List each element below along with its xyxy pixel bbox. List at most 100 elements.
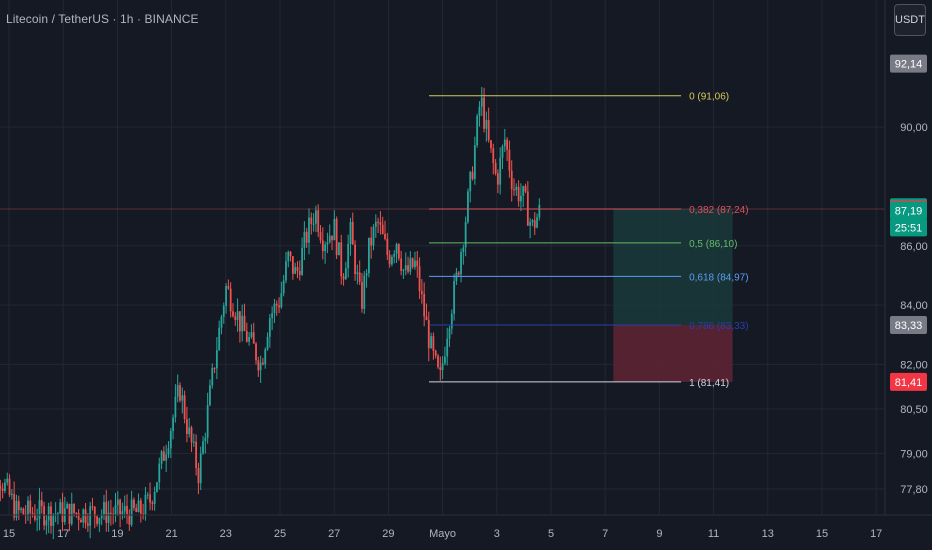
- candle-body: [68, 503, 71, 524]
- candle-body: [84, 509, 87, 524]
- target-zone[interactable]: [613, 209, 733, 325]
- candle-body: [478, 106, 481, 116]
- price-badge: [890, 201, 927, 220]
- candle-body: [278, 305, 280, 308]
- candle-body: [89, 506, 92, 526]
- candle-body: [8, 478, 11, 495]
- position-zones: [613, 209, 733, 382]
- candle-body: [335, 218, 338, 256]
- candle-body: [73, 503, 75, 513]
- candle-body: [162, 451, 165, 461]
- candle-body: [404, 265, 407, 270]
- candle-body: [45, 520, 48, 526]
- candle-body: [33, 514, 36, 520]
- candle-body: [356, 272, 359, 275]
- candle-body: [395, 244, 398, 254]
- candle-body: [38, 500, 41, 519]
- candle-body: [238, 311, 241, 332]
- candle-body: [501, 146, 504, 158]
- candle-body: [358, 272, 361, 282]
- time-tick-label: 23: [220, 528, 232, 540]
- candle-body: [27, 500, 29, 516]
- candle-body: [13, 493, 16, 518]
- candle-body: [315, 210, 317, 224]
- candle-body: [234, 316, 237, 321]
- candle-body: [338, 242, 340, 256]
- currency-button[interactable]: USDT: [894, 4, 926, 36]
- price-tick-label: 77,80: [900, 484, 928, 496]
- candle-body: [381, 224, 384, 234]
- candle-body: [487, 120, 490, 141]
- candle-body: [457, 272, 460, 275]
- time-tick-label: 11: [708, 528, 719, 540]
- candle-body: [100, 514, 103, 518]
- candle-body: [520, 195, 522, 202]
- price-badge-label: 87,19: [895, 205, 923, 217]
- candle-body: [139, 500, 142, 514]
- candle-body: [252, 332, 255, 344]
- candle-body: [197, 467, 200, 484]
- candle-body: [273, 303, 276, 314]
- time-tick-label: 21: [165, 528, 177, 540]
- candle-body: [10, 493, 13, 495]
- candle-body: [437, 355, 439, 368]
- candle-body: [188, 427, 191, 434]
- candle-body: [229, 288, 232, 312]
- time-tick-label: 17: [57, 528, 69, 540]
- candle-body: [195, 441, 198, 468]
- candle-body: [460, 252, 462, 275]
- candle-body: [236, 311, 239, 321]
- candle-body: [153, 491, 156, 504]
- candle-body: [268, 318, 271, 337]
- time-tick-label: 15: [3, 528, 15, 540]
- candle-body: [510, 170, 513, 190]
- candle-body: [91, 506, 94, 508]
- candle-body: [167, 448, 170, 455]
- candle-body: [1, 488, 4, 492]
- candle-body: [220, 316, 223, 328]
- candle-body: [176, 385, 179, 397]
- candle-body: [116, 499, 119, 506]
- candle-body: [86, 523, 89, 526]
- stop-zone[interactable]: [613, 324, 733, 382]
- candle-body: [448, 328, 451, 339]
- candle-body: [126, 506, 128, 515]
- candle-body: [96, 516, 98, 524]
- fib-level-label: 0 (91,06): [689, 92, 729, 103]
- candle-body: [531, 220, 534, 222]
- price-badge: [890, 218, 927, 237]
- candle-body: [144, 494, 147, 516]
- candle-body: [36, 518, 39, 520]
- candle-body: [130, 499, 133, 525]
- candle-body: [473, 145, 476, 180]
- candle-body: [257, 360, 260, 371]
- candle-body: [165, 454, 168, 461]
- candle-body: [206, 405, 209, 438]
- candle-body: [61, 502, 64, 522]
- candle-body: [513, 189, 515, 191]
- candle-body: [80, 519, 82, 523]
- candle-body: [245, 330, 248, 342]
- fib-level-label: 0,382 (87,24): [689, 205, 749, 216]
- candle-body: [259, 362, 262, 371]
- chart-title: Litecoin / TetherUS · 1h · BINANCE: [6, 12, 199, 26]
- candle-body: [340, 242, 343, 277]
- candle-body: [494, 162, 497, 174]
- candle-body: [112, 513, 115, 515]
- candle-body: [133, 499, 135, 509]
- candle-body: [52, 514, 55, 526]
- time-tick-label: 7: [602, 528, 608, 540]
- candle-body: [243, 315, 246, 331]
- candle-body: [98, 517, 101, 524]
- candle-body: [149, 494, 151, 503]
- candle-body: [255, 343, 257, 361]
- time-tick-label: 17: [870, 528, 882, 540]
- candle-body: [328, 235, 331, 243]
- candle-body: [533, 220, 536, 228]
- candle-body: [66, 503, 69, 509]
- candle-body: [367, 237, 370, 274]
- candle-body: [483, 97, 485, 129]
